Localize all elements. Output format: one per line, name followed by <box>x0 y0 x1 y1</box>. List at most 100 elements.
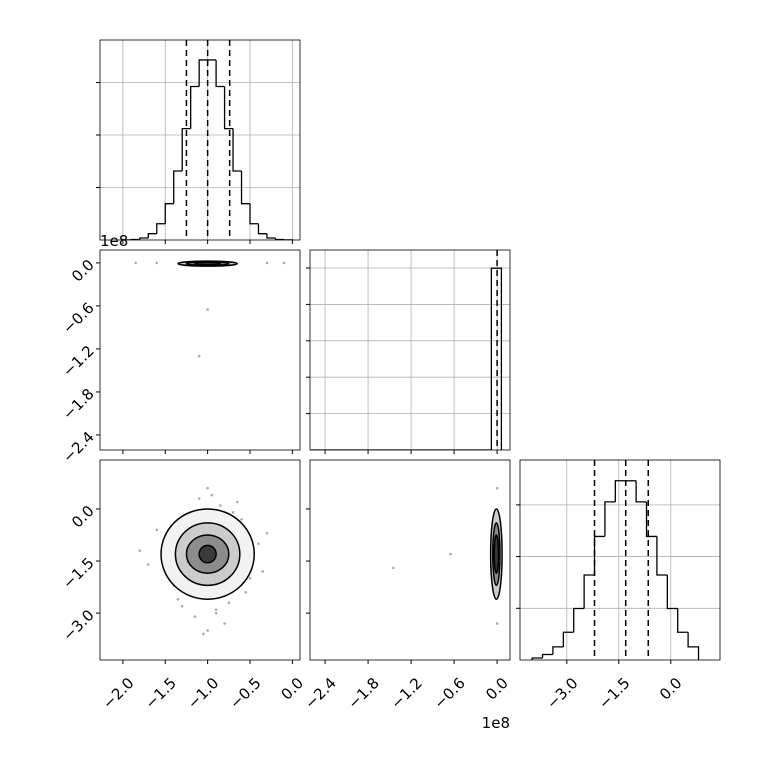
y-tick-label: −1.8 <box>59 385 97 423</box>
histogram-bin <box>274 238 284 240</box>
panel-frame <box>99 39 301 241</box>
panel <box>306 249 511 454</box>
sample-point <box>248 577 252 580</box>
panel-frame <box>309 249 511 451</box>
panel-frame <box>519 459 721 661</box>
histogram-bin <box>583 574 595 609</box>
plot-area <box>138 486 269 636</box>
y-tick-label: −2.4 <box>59 428 97 466</box>
panel: −3.0 −1.5 0.0 <box>516 459 721 713</box>
histogram-bin <box>635 480 647 503</box>
sample-point <box>495 622 499 625</box>
histogram-bin <box>266 233 276 239</box>
contour <box>198 544 217 564</box>
sample-point <box>155 528 159 532</box>
histogram-bin <box>257 223 267 235</box>
histogram-bin <box>562 631 574 647</box>
sample-point <box>210 493 214 497</box>
sample-point <box>180 604 184 608</box>
histogram-bin <box>223 86 234 130</box>
histogram-bin <box>552 646 564 655</box>
histogram-bin <box>490 267 503 450</box>
sample-point <box>257 542 260 545</box>
y-tick-label: −1.2 <box>59 342 97 380</box>
plot-area <box>391 486 503 625</box>
histogram-bin <box>604 501 616 537</box>
panel-frame <box>309 459 511 661</box>
histogram-bin <box>198 59 208 87</box>
sample-point <box>134 261 137 265</box>
histogram-bin <box>215 59 225 88</box>
y-tick-label: 0.0 <box>68 256 98 286</box>
sample-point <box>206 308 209 311</box>
sample-point <box>235 500 239 504</box>
x-tick-label: −1.5 <box>142 674 180 712</box>
histogram-bin <box>687 632 700 660</box>
histogram-bin <box>573 607 585 633</box>
sample-point <box>244 590 248 594</box>
y-tick-label: −1.5 <box>59 554 97 592</box>
sample-point <box>227 601 231 605</box>
histogram-bin <box>181 127 191 172</box>
sample-point <box>265 261 269 265</box>
x-tick-label: −1.5 <box>595 674 633 712</box>
x-tick-label: 0.0 <box>482 674 512 704</box>
plot-area <box>310 250 510 450</box>
plot-area <box>520 460 720 660</box>
x-tick-label: −0.5 <box>226 674 264 712</box>
plot-area <box>100 40 300 240</box>
sample-point <box>231 511 235 514</box>
offset-label: 1e8 <box>482 714 510 732</box>
x-tick-label: −1.8 <box>344 674 382 712</box>
histogram-bin <box>593 535 605 575</box>
panel: 0.0 −0.6 −1.2 −1.8 −2.4 1e8 <box>59 232 301 466</box>
histogram-bin <box>139 237 149 240</box>
histogram-bin <box>156 223 166 234</box>
sample-point <box>265 531 269 535</box>
sample-point <box>202 632 205 636</box>
sample-point <box>138 549 142 552</box>
sample-point <box>261 570 265 573</box>
sample-point <box>282 261 286 265</box>
sample-point <box>197 497 201 500</box>
histogram-bin <box>531 657 543 660</box>
x-tick-label: −0.6 <box>430 674 468 712</box>
sample-point <box>391 566 395 570</box>
y-tick-label: 0.0 <box>68 502 98 532</box>
plot-area <box>134 260 286 358</box>
sample-point <box>197 354 201 358</box>
sample-point <box>147 563 150 566</box>
panel <box>96 39 301 244</box>
histogram-bin <box>541 653 553 659</box>
panel: −2.0 −1.5 −1.0 −0.5 0.00.0−1.5−3.0 <box>59 459 307 713</box>
histogram-bin <box>677 608 689 633</box>
sample-point <box>214 611 218 615</box>
sample-point <box>176 597 180 601</box>
histogram-bin <box>190 85 200 129</box>
x-tick-label: 0.0 <box>656 674 686 704</box>
x-tick-label: −2.4 <box>301 674 339 712</box>
x-tick-label: −1.2 <box>387 674 425 712</box>
x-tick-label: −2.0 <box>99 674 137 712</box>
histogram-bin <box>666 574 678 610</box>
sample-point <box>219 504 222 507</box>
histogram-bin <box>164 203 174 224</box>
x-tick-label: −3.0 <box>543 674 581 712</box>
offset-label: 1e8 <box>100 232 128 250</box>
histogram-bin <box>173 170 183 204</box>
y-tick-label: −0.6 <box>59 299 97 337</box>
panel: −2.4 −1.8 −1.2 −0.6 0.0 1e8 <box>301 459 512 732</box>
histogram-bin <box>240 171 250 205</box>
sample-point <box>240 518 243 521</box>
sample-point <box>155 261 159 265</box>
sample-point <box>193 615 197 618</box>
sample-point <box>495 486 499 490</box>
y-tick-label: −3.0 <box>59 606 97 644</box>
sample-point <box>449 552 452 556</box>
sample-point <box>206 486 209 490</box>
panel-frame <box>99 249 301 451</box>
sample-point <box>206 629 209 632</box>
sample-point <box>223 622 226 625</box>
histogram-bin <box>232 128 242 172</box>
